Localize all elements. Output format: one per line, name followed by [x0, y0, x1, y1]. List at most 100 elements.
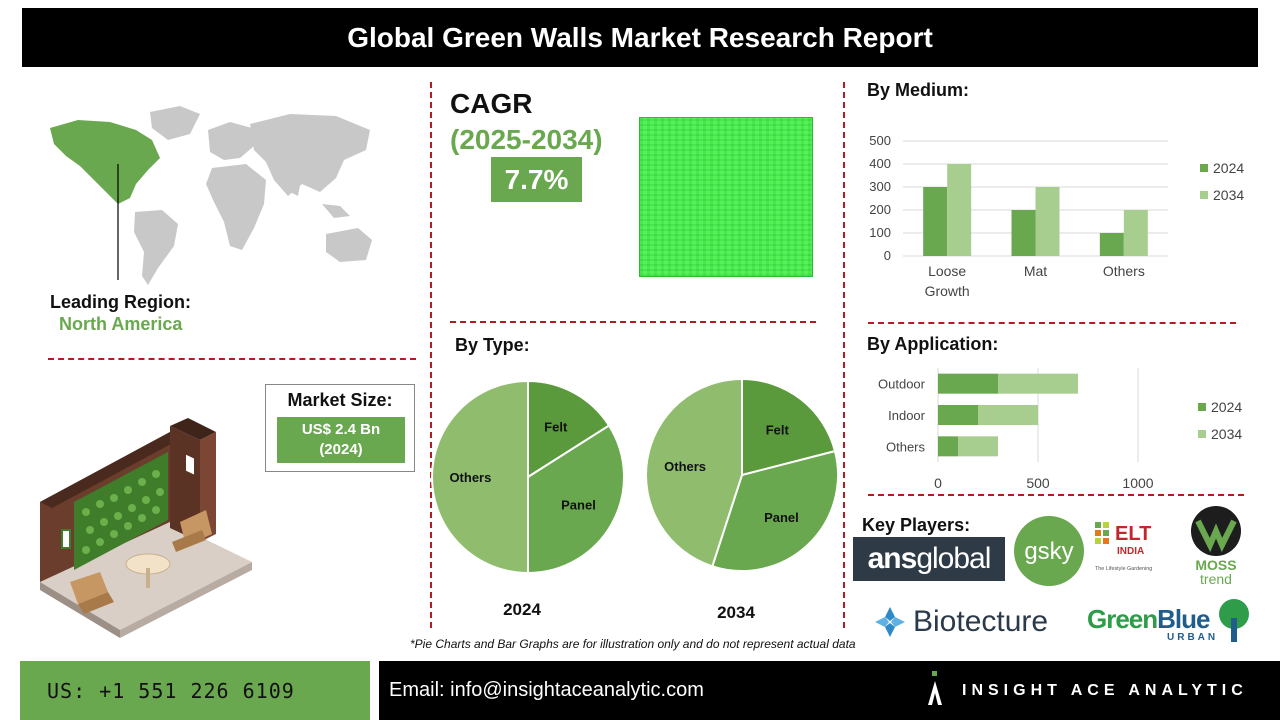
medium-category-label: Growth	[925, 283, 970, 299]
by-medium-title: By Medium:	[867, 80, 970, 100]
application-legend-swatch	[1198, 430, 1206, 438]
gsky-logo-text: gsky	[1024, 538, 1073, 565]
medium-category-label: Others	[1103, 263, 1145, 279]
application-category-label: Others	[886, 439, 926, 454]
by-type-pie-charts: Felt Panel Others 2024 Felt Panel Others 2034	[431, 377, 839, 622]
medium-legend-label: 2034	[1213, 187, 1244, 203]
application-category-label: Outdoor	[878, 377, 926, 392]
pie-slice-felt	[741, 377, 837, 477]
application-category-label: Indoor	[888, 408, 926, 423]
by-type-title: By Type:	[455, 335, 530, 355]
medium-bar-2024	[1011, 210, 1036, 256]
application-bar-2024	[938, 405, 978, 425]
pie-slice-label: Panel	[764, 510, 799, 525]
market-size-label: Market Size:	[287, 390, 393, 410]
leading-region-label: Leading Region:	[50, 292, 191, 312]
application-legend-swatch	[1198, 403, 1206, 411]
divider-right-2	[868, 494, 1244, 496]
market-size-box: Market Size: US$ 2.4 Bn (2024)	[265, 384, 415, 472]
pie-slice-label: Panel	[561, 498, 596, 513]
brand-logo-icon	[928, 671, 942, 705]
medium-bar-2034	[1035, 187, 1060, 256]
divider-left	[48, 358, 416, 360]
by-medium-bar-chart: 0 100 200 300 400 500 Loose Growth Mat Others 2024…	[869, 133, 1244, 299]
footnote: *Pie Charts and Bar Graphs are for illus…	[410, 637, 856, 651]
by-application-bar-chart: 0 500 1000 Outdoor Indoor Others 2024 2034	[878, 368, 1242, 491]
medium-bar-2024	[1099, 233, 1124, 256]
ansglobal-logo: ans global	[853, 537, 1005, 581]
medium-legend-swatch	[1200, 191, 1208, 199]
medium-bar-2034	[947, 164, 972, 256]
pie-slice-label: Others	[664, 459, 706, 474]
application-x-tick: 1000	[1122, 475, 1153, 491]
gsky-logo: gsky	[1014, 516, 1084, 586]
greenblue-logo-sub: URBAN	[1167, 632, 1219, 643]
cagr-period: (2025-2034)	[450, 124, 603, 155]
medium-y-tick: 100	[869, 225, 891, 240]
market-size-amount: US$ 2.4 Bn	[301, 421, 381, 438]
medium-category-label: Mat	[1024, 263, 1047, 279]
market-size-year: (2024)	[319, 441, 363, 458]
footer-brand: INSIGHT ACE ANALYTIC	[962, 682, 1248, 699]
elt-logo-tagline: The Lifestyle Gardening	[1095, 566, 1152, 572]
pie-year-label: 2024	[503, 600, 541, 619]
elt-india-logo: ELT INDIA The Lifestyle Gardening	[1095, 522, 1152, 572]
biotecture-logo-mark-icon	[875, 607, 905, 637]
pie-slice-others	[645, 377, 743, 568]
pie-slice-label: Felt	[544, 420, 568, 435]
pie-slice-panel	[527, 424, 625, 575]
greenblue-logo-a: Green	[1087, 604, 1158, 634]
application-legend-label: 2024	[1211, 399, 1242, 415]
application-bar-2024	[938, 373, 998, 394]
greenblue-tree-icon	[1219, 599, 1249, 642]
application-bar-2024	[938, 436, 958, 457]
elt-logo-line2: INDIA	[1117, 546, 1144, 557]
moss-trend-logo: MOSS trend	[1191, 506, 1241, 587]
cagr-value: 7.7%	[491, 157, 582, 202]
market-size-value: US$ 2.4 Bn (2024)	[277, 417, 405, 463]
medium-bar-2034	[1123, 210, 1148, 256]
medium-bar-2024	[923, 187, 948, 256]
divider-middle	[450, 321, 816, 323]
divider-vertical-2	[843, 82, 845, 628]
elt-logo-line1: ELT	[1115, 523, 1151, 545]
medium-y-tick: 400	[869, 156, 891, 171]
application-legend-label: 2034	[1211, 426, 1242, 442]
footer-bar: Email: info@insightaceanalytic.com INSIG…	[379, 661, 1280, 720]
pie-slice-others	[431, 379, 529, 575]
application-bar-2034	[998, 373, 1078, 394]
pie-slice-felt	[527, 379, 611, 479]
footer-email[interactable]: Email: info@insightaceanalytic.com	[389, 679, 704, 701]
pie-slice-panel	[711, 449, 839, 572]
pie-slice-label: Others	[449, 470, 491, 485]
title-bar: Global Green Walls Market Research Repor…	[22, 8, 1258, 67]
green-wall-illustration-icon	[40, 418, 252, 638]
biotecture-logo: Biotecture	[873, 600, 1048, 644]
greenblue-logo-b: Blue	[1157, 604, 1210, 634]
pie-slice-label: Felt	[766, 422, 790, 437]
by-application-title: By Application:	[867, 334, 999, 354]
medium-legend-swatch	[1200, 164, 1208, 172]
footer-phone[interactable]: US: +1 551 226 6109	[20, 661, 370, 720]
medium-y-tick: 300	[869, 179, 891, 194]
greenblue-urban-logo: GreenBlue URBAN	[1087, 599, 1249, 643]
application-x-tick: 500	[1026, 475, 1050, 491]
divider-right-1	[868, 322, 1236, 324]
cagr-label: CAGR	[450, 88, 533, 119]
key-players-title: Key Players:	[862, 515, 971, 535]
biotecture-logo-text: Biotecture	[913, 605, 1049, 638]
application-bar-2034	[958, 436, 998, 457]
green-wall-texture	[639, 117, 813, 277]
world-map-icon	[50, 106, 372, 285]
pie-year-label: 2034	[717, 603, 755, 622]
application-bar-2034	[978, 405, 1038, 425]
ansglobal-logo-a: ans	[867, 542, 918, 575]
leading-region-value: North America	[59, 314, 183, 334]
medium-category-label: Loose	[928, 263, 966, 279]
medium-y-tick: 200	[869, 202, 891, 217]
page-title: Global Green Walls Market Research Repor…	[347, 21, 933, 53]
medium-legend-label: 2024	[1213, 160, 1244, 176]
ansglobal-logo-b: global	[916, 542, 991, 575]
moss-logo-line2: trend	[1200, 571, 1232, 587]
divider-vertical-1	[430, 82, 432, 628]
